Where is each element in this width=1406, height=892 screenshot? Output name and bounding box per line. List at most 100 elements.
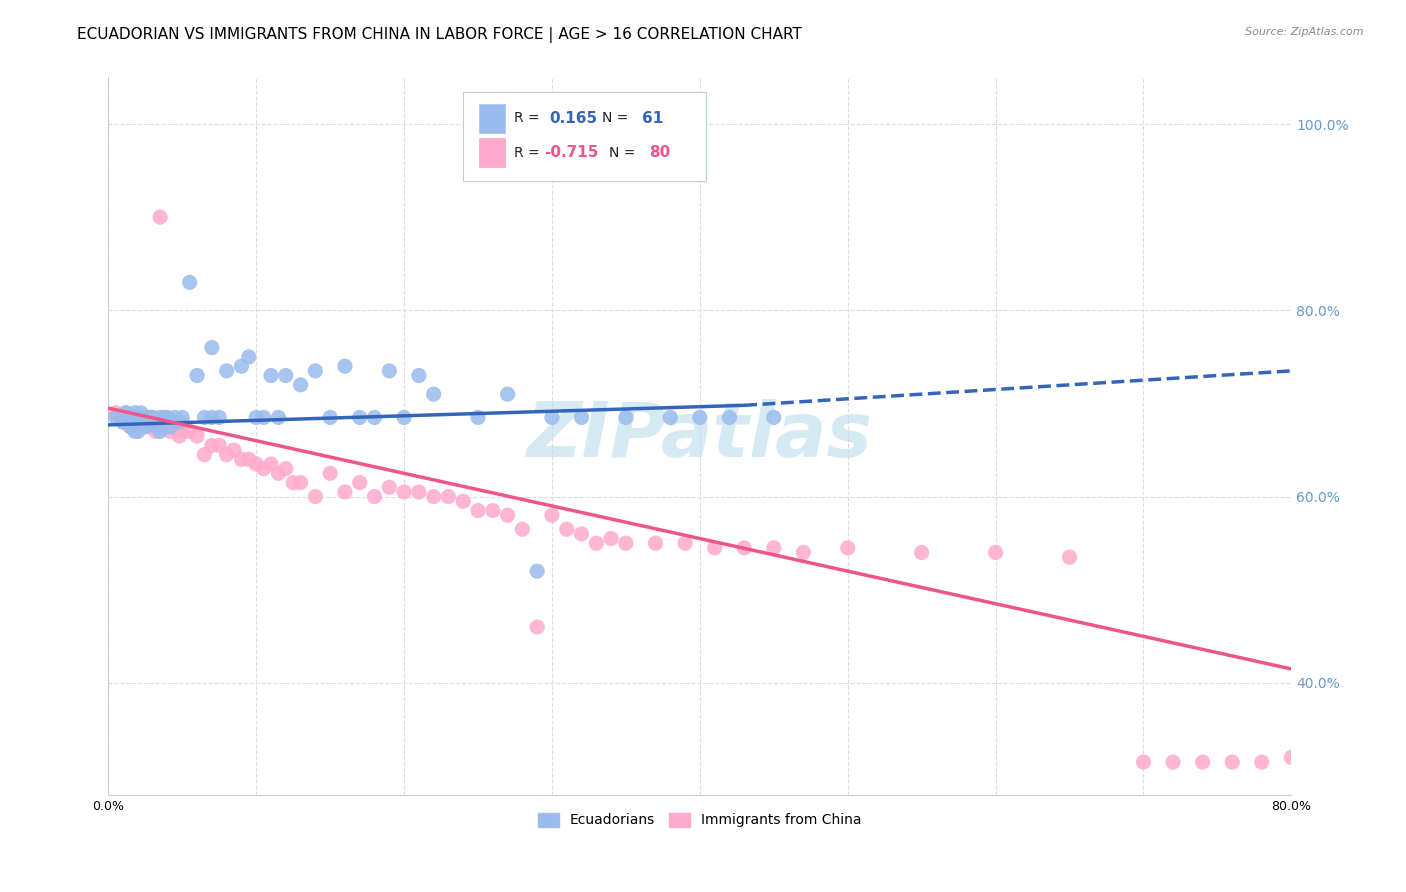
Point (124, 406, 146, 420)
Point (422, 490, 444, 504)
Point (120, 410, 142, 425)
Point (290, 377, 312, 392)
Point (290, 475, 312, 490)
Point (156, 410, 179, 425)
Point (333, 485, 356, 500)
Point (274, 461, 297, 475)
Point (112, 415, 135, 429)
Point (1220, 755, 1243, 769)
FancyBboxPatch shape (478, 138, 505, 167)
Point (1191, 755, 1213, 769)
Point (304, 490, 326, 504)
Point (112, 415, 135, 429)
Point (467, 410, 489, 425)
Point (138, 410, 160, 425)
Point (159, 419, 181, 434)
Point (911, 545, 934, 559)
Text: N =: N = (602, 112, 633, 125)
Point (363, 490, 385, 504)
Point (496, 387, 519, 401)
Point (555, 522, 578, 536)
Point (526, 564, 548, 578)
Point (363, 410, 385, 425)
Point (437, 490, 460, 504)
Point (124, 415, 146, 429)
Point (201, 410, 224, 425)
Point (169, 415, 191, 429)
Point (733, 541, 755, 555)
Point (319, 467, 342, 481)
Point (134, 419, 156, 434)
Point (169, 429, 191, 443)
Point (163, 415, 186, 429)
Point (451, 494, 474, 508)
Point (127, 410, 149, 425)
Point (252, 461, 274, 475)
Point (762, 410, 785, 425)
Point (837, 541, 859, 555)
Point (378, 480, 401, 494)
Point (142, 419, 165, 434)
Point (571, 527, 593, 541)
Point (201, 341, 224, 355)
Point (215, 364, 238, 378)
Text: 80: 80 (650, 145, 671, 161)
Point (149, 425, 172, 439)
Point (142, 410, 165, 425)
Point (1132, 755, 1154, 769)
Point (112, 410, 135, 425)
Text: ECUADORIAN VS IMMIGRANTS FROM CHINA IN LABOR FORCE | AGE > 16 CORRELATION CHART: ECUADORIAN VS IMMIGRANTS FROM CHINA IN L… (77, 27, 803, 43)
Point (172, 425, 194, 439)
Point (408, 485, 430, 500)
Point (124, 410, 146, 425)
Point (138, 410, 160, 425)
Point (193, 448, 215, 462)
Point (145, 419, 167, 434)
Point (124, 425, 146, 439)
Point (149, 410, 172, 425)
Point (283, 475, 305, 490)
Point (614, 536, 637, 550)
Point (274, 368, 297, 383)
Point (153, 410, 176, 425)
Point (467, 503, 489, 517)
Point (1161, 755, 1184, 769)
Point (208, 410, 231, 425)
Text: -0.715: -0.715 (544, 145, 598, 161)
Point (614, 410, 637, 425)
Point (238, 350, 260, 364)
Point (659, 410, 682, 425)
Point (245, 410, 267, 425)
Point (159, 425, 181, 439)
Point (541, 410, 564, 425)
Text: R =: R = (515, 112, 544, 125)
Point (762, 541, 785, 555)
FancyBboxPatch shape (478, 104, 505, 133)
Text: ZIPatlas: ZIPatlas (527, 399, 873, 473)
Point (252, 410, 274, 425)
Point (138, 415, 160, 429)
Point (129, 410, 152, 425)
Point (526, 620, 548, 634)
Point (142, 410, 165, 425)
Point (673, 536, 696, 550)
Text: Source: ZipAtlas.com: Source: ZipAtlas.com (1246, 27, 1364, 37)
Point (186, 429, 208, 443)
Point (201, 438, 224, 452)
Point (134, 410, 156, 425)
Point (718, 410, 741, 425)
Point (245, 457, 267, 471)
Text: 0.165: 0.165 (550, 111, 598, 126)
Point (222, 443, 245, 458)
Point (215, 448, 238, 462)
Point (134, 419, 156, 434)
Point (644, 536, 666, 550)
Point (496, 508, 519, 523)
Point (108, 410, 131, 425)
Point (149, 210, 172, 224)
Point (179, 425, 201, 439)
Point (163, 410, 186, 425)
Point (689, 410, 711, 425)
Point (1250, 755, 1272, 769)
Point (112, 410, 135, 425)
